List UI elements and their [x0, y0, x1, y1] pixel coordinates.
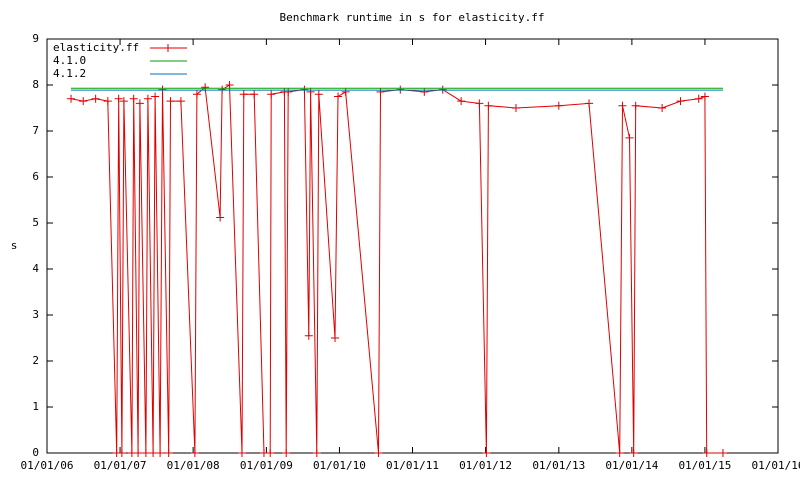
point-marker — [484, 101, 493, 110]
legend-marker — [164, 44, 172, 52]
point-marker — [151, 92, 160, 101]
point-marker — [164, 449, 173, 457]
point-marker — [166, 97, 175, 106]
point-marker — [176, 97, 185, 106]
y-tick-label: 3 — [32, 308, 39, 321]
x-tick-label: 01/01/06 — [21, 459, 74, 472]
point-marker — [334, 92, 343, 101]
point-marker — [135, 99, 144, 108]
point-marker — [225, 81, 234, 89]
point-marker — [134, 449, 143, 457]
point-marker — [143, 94, 152, 103]
point-marker — [475, 99, 484, 108]
y-tick-label: 0 — [32, 446, 39, 459]
y-axis-label: s — [11, 239, 18, 252]
point-marker — [615, 449, 624, 457]
y-tick-label: 4 — [32, 262, 39, 275]
point-marker — [114, 94, 123, 103]
legend-label: 4.1.2 — [53, 67, 86, 80]
point-marker — [239, 90, 248, 99]
plot-frame — [46, 38, 779, 454]
point-marker — [676, 97, 685, 106]
point-marker — [618, 101, 627, 110]
x-tick-label: 01/01/11 — [386, 459, 439, 472]
point-marker — [306, 87, 315, 96]
y-tick-label: 7 — [32, 124, 39, 137]
y-tick-label: 9 — [32, 32, 39, 45]
point-marker — [482, 449, 491, 457]
point-marker — [511, 104, 520, 112]
point-marker — [374, 449, 383, 457]
point-marker — [702, 449, 711, 457]
point-marker — [250, 90, 259, 99]
point-marker — [312, 449, 321, 457]
series-line — [70, 84, 723, 454]
point-marker — [314, 90, 323, 99]
x-tick-label: 01/01/14 — [605, 459, 658, 472]
point-marker — [700, 92, 709, 101]
legend-label: elasticity.ff — [53, 41, 139, 54]
point-marker — [216, 213, 225, 222]
chart-title: Benchmark runtime in s for elasticity.ff — [280, 11, 545, 24]
point-marker — [631, 101, 640, 110]
point-marker — [282, 449, 291, 457]
x-tick-label: 01/01/12 — [459, 459, 512, 472]
y-tick-label: 2 — [32, 354, 39, 367]
point-marker — [156, 449, 165, 457]
point-marker — [149, 449, 158, 457]
point-marker — [304, 331, 313, 340]
y-tick-label: 1 — [32, 400, 39, 413]
point-marker — [694, 94, 703, 103]
point-marker — [658, 104, 667, 112]
point-marker — [190, 449, 199, 457]
x-tick-label: 01/01/10 — [313, 459, 366, 472]
x-tick-label: 01/01/09 — [240, 459, 293, 472]
point-marker — [629, 449, 638, 457]
legend-label: 4.1.0 — [53, 54, 86, 67]
point-marker — [266, 449, 275, 457]
x-tick-label: 01/01/08 — [167, 459, 220, 472]
point-marker — [554, 101, 563, 110]
point-marker — [718, 449, 727, 457]
y-tick-label: 5 — [32, 216, 39, 229]
point-marker — [117, 449, 126, 457]
point-marker — [625, 133, 634, 142]
point-marker — [103, 97, 112, 106]
point-marker — [420, 87, 429, 96]
x-tick-label: 01/01/13 — [532, 459, 585, 472]
y-tick-label: 6 — [32, 170, 39, 183]
point-marker — [129, 94, 138, 103]
point-marker — [192, 90, 201, 99]
x-tick-label: 01/01/07 — [94, 459, 147, 472]
point-marker — [267, 90, 276, 99]
point-marker — [79, 97, 88, 106]
point-marker — [457, 97, 466, 106]
point-marker — [67, 94, 76, 103]
point-marker — [284, 87, 293, 96]
point-marker — [91, 94, 100, 103]
x-tick-label: 01/01/15 — [678, 459, 731, 472]
x-tick-label: 01/01/16 — [752, 459, 800, 472]
point-marker — [376, 87, 385, 96]
point-marker — [141, 449, 150, 457]
point-marker — [237, 449, 246, 457]
point-marker — [331, 334, 340, 342]
point-marker — [341, 87, 350, 96]
point-marker — [585, 99, 594, 108]
y-tick-label: 8 — [32, 78, 39, 91]
point-marker — [119, 97, 128, 106]
